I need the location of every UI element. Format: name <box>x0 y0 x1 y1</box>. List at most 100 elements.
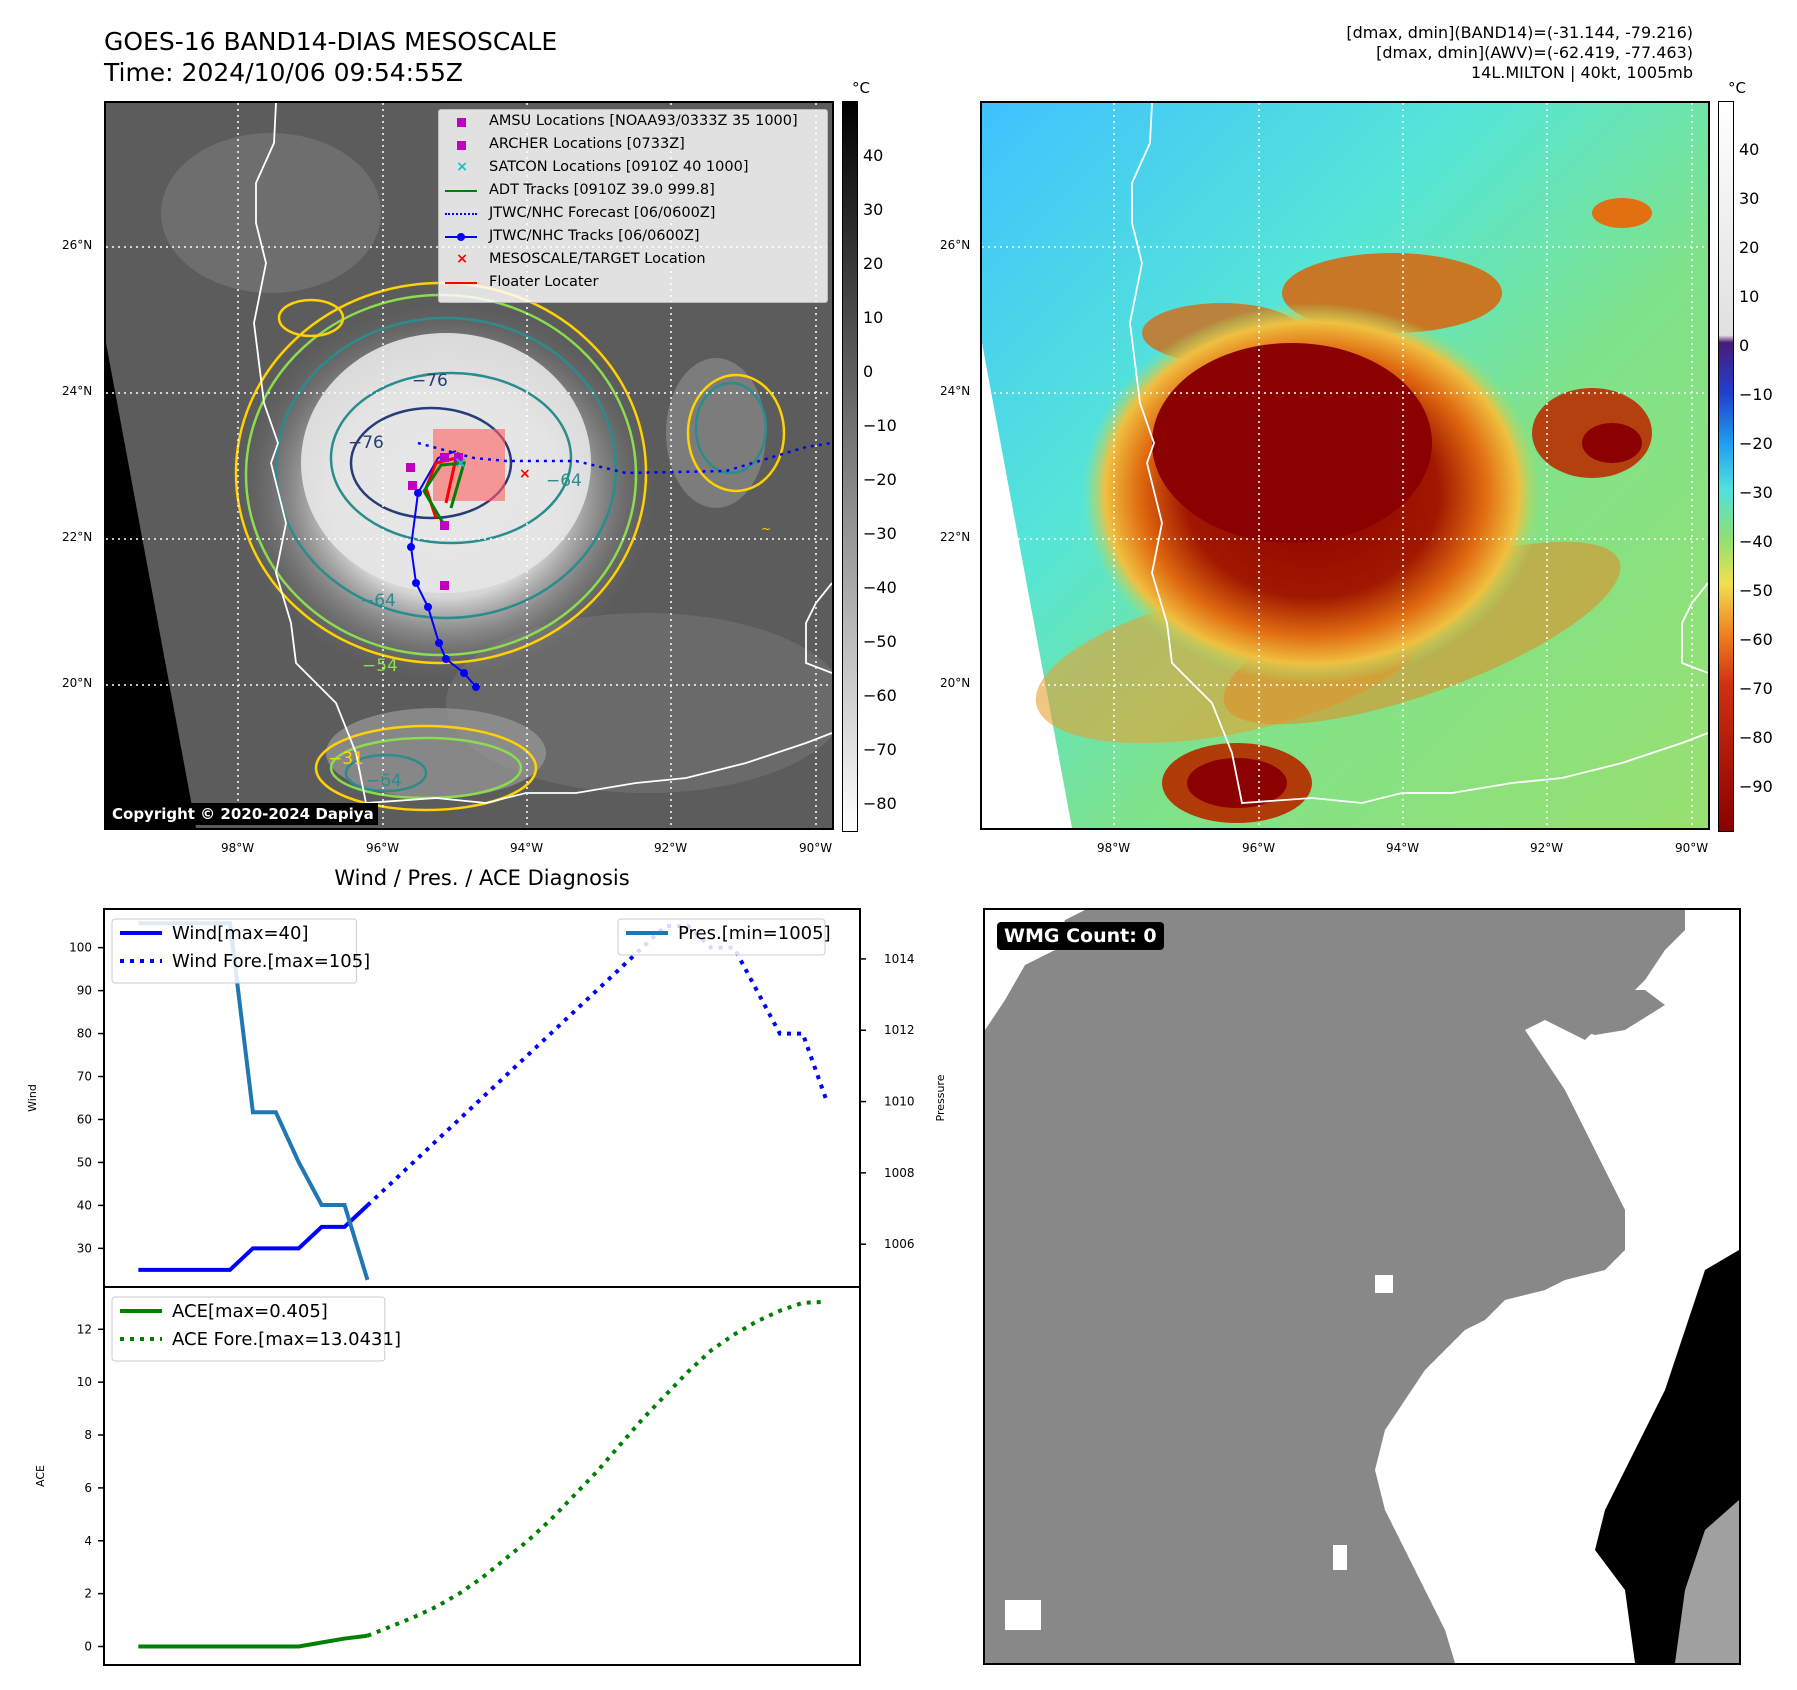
wind-series-line <box>138 1203 369 1272</box>
legend-entry: Wind Fore.[max=105] <box>172 951 370 972</box>
line-marker-icon <box>445 282 477 284</box>
wind-tick-label: 80 <box>77 1027 92 1041</box>
colorbar-tick: −30 <box>863 524 897 543</box>
lon-label: 94°W <box>1386 841 1420 855</box>
colorbar-tick: −60 <box>863 686 897 705</box>
wmg-panel[interactable]: WMG Count: 0 <box>983 908 1741 1665</box>
x-marker-icon: × <box>456 251 469 267</box>
colorbar-tick: 0 <box>1739 336 1750 355</box>
lon-label: 96°W <box>366 841 400 855</box>
colorbar-tick: −60 <box>1739 630 1773 649</box>
lat-label: 24°N <box>940 384 971 398</box>
colorbar-tick: −10 <box>863 416 897 435</box>
dot-marker-icon <box>457 233 465 241</box>
title-line-2: Time: 2024/10/06 09:54:55Z <box>104 58 463 87</box>
color-colorbar <box>1718 101 1734 832</box>
legend-item-archer: ARCHER Locations [0733Z] <box>439 133 827 156</box>
colorbar-tick: −40 <box>863 578 897 597</box>
lat-label: 24°N <box>62 384 93 398</box>
legend-label: ADT Tracks [0910Z 39.0 999.8] <box>489 182 715 198</box>
ace-tick-label: 8 <box>84 1428 92 1442</box>
copyright-label: Copyright © 2020-2024 Dapiya <box>108 803 378 825</box>
color-colorbar-ticks: 40 30 20 10 0 −10 −20 −30 −40 −50 −60 −7… <box>1739 100 1779 830</box>
lon-label: 92°W <box>1530 841 1564 855</box>
contour-label: −54 <box>362 656 398 676</box>
colorbar-tick: −90 <box>1739 777 1773 796</box>
colorbar-tick: −10 <box>1739 385 1773 404</box>
meta-line-3: 14L.MILTON | 40kt, 1005mb <box>1470 63 1693 82</box>
colorbar-tick: −20 <box>863 470 897 489</box>
colorbar-tick: −70 <box>1739 679 1773 698</box>
figure-title: GOES-16 BAND14-DIAS MESOSCALE Time: 2024… <box>104 26 557 88</box>
square-marker-icon <box>457 141 466 150</box>
colorbar-unit: °C <box>1728 79 1746 97</box>
pressure-tick-label: 1014 <box>884 952 915 966</box>
colorbar-tick: 10 <box>863 308 884 327</box>
pressure-axis-label: Pressure <box>934 1074 947 1121</box>
storm-meta: [dmax, dmin](BAND14)=(-31.144, -79.216) … <box>1346 23 1693 83</box>
legend-label: Floater Locater <box>489 274 599 290</box>
legend-item-tracks: JTWC/NHC Tracks [06/0600Z] <box>439 225 827 248</box>
colorbar-tick: −20 <box>1739 434 1773 453</box>
wmg-graphic <box>985 910 1739 1663</box>
svg-text:×: × <box>454 453 467 472</box>
lon-label: 92°W <box>654 841 688 855</box>
meta-line-2: [dmax, dmin](AWV)=(-62.419, -77.463) <box>1376 43 1693 62</box>
pressure-tick-label: 1008 <box>884 1166 915 1180</box>
colorbar-tick: 0 <box>863 362 874 381</box>
wind-tick-label: 100 <box>69 941 92 955</box>
colorbar-tick: 30 <box>1739 189 1760 208</box>
lat-label: 26°N <box>62 238 93 252</box>
wind-tick-label: 60 <box>77 1112 92 1126</box>
colorbar-tick: −80 <box>863 794 897 813</box>
legend-item-floater: Floater Locater <box>439 271 827 294</box>
legend-item-mesoscale: × MESOSCALE/TARGET Location <box>439 248 827 271</box>
contour-label: −76 <box>348 433 384 453</box>
meta-line-1: [dmax, dmin](BAND14)=(-31.144, -79.216) <box>1346 23 1693 42</box>
colorbar-unit: °C <box>852 79 870 97</box>
colorbar-tick: −40 <box>1739 532 1773 551</box>
lon-label: 90°W <box>1675 841 1709 855</box>
wind-forecast-series-line <box>366 924 828 1207</box>
color-ir-map-panel[interactable] <box>980 101 1710 830</box>
ir-map-panel[interactable]: × × ~ −76 −76 −64 −64 −54 −64 −31 AMSU L… <box>104 101 834 830</box>
lat-label: 20°N <box>940 676 971 690</box>
legend-item-satcon: × SATCON Locations [0910Z 40 1000] <box>439 156 827 179</box>
legend-label: JTWC/NHC Forecast [06/0600Z] <box>489 205 716 221</box>
ace-tick-label: 0 <box>84 1639 92 1653</box>
wind-axis-label: Wind <box>26 1084 39 1112</box>
wind-tick-label: 70 <box>77 1070 92 1084</box>
ace-plot-frame <box>103 1286 861 1666</box>
lat-label: 26°N <box>940 238 971 252</box>
colorbar-tick: 20 <box>863 254 884 273</box>
svg-text:~: ~ <box>761 522 771 536</box>
pressure-tick-label: 1006 <box>884 1237 915 1251</box>
legend-label: ARCHER Locations [0733Z] <box>489 136 685 152</box>
lon-label: 96°W <box>1242 841 1276 855</box>
contour-label: −64 <box>366 771 402 791</box>
contour-label: −76 <box>412 371 448 391</box>
legend-entry: ACE Fore.[max=13.0431] <box>172 1329 401 1350</box>
lat-label: 22°N <box>62 530 93 544</box>
legend-item-adt: ADT Tracks [0910Z 39.0 999.8] <box>439 179 827 202</box>
wind-tick-label: 90 <box>77 984 92 998</box>
ace-forecast-series-line <box>366 1299 826 1638</box>
gray-colorbar-ticks: 40 30 20 10 0 −10 −20 −30 −40 −50 −60 −7… <box>863 100 903 830</box>
legend-item-forecast: JTWC/NHC Forecast [06/0600Z] <box>439 202 827 225</box>
contour-label: −64 <box>546 471 582 491</box>
colorbar-tick: −30 <box>1739 483 1773 502</box>
wind-tick-label: 40 <box>77 1198 92 1212</box>
ace-axis-label: ACE <box>34 1465 47 1487</box>
legend-entry: Wind[max=40] <box>172 923 309 944</box>
svg-text:×: × <box>519 466 531 482</box>
lon-label: 98°W <box>221 841 255 855</box>
ace-tick-label: 10 <box>77 1375 92 1389</box>
legend-entry: Pres.[min=1005] <box>678 923 831 944</box>
colorbar-tick: 20 <box>1739 238 1760 257</box>
colorbar-tick: 30 <box>863 200 884 219</box>
title-line-1: GOES-16 BAND14-DIAS MESOSCALE <box>104 27 558 56</box>
map-legend: AMSU Locations [NOAA93/0333Z 35 1000] AR… <box>438 109 828 303</box>
colorbar-tick: −70 <box>863 740 897 759</box>
pressure-tick-label: 1010 <box>884 1095 915 1109</box>
contour-label: −31 <box>328 749 364 769</box>
